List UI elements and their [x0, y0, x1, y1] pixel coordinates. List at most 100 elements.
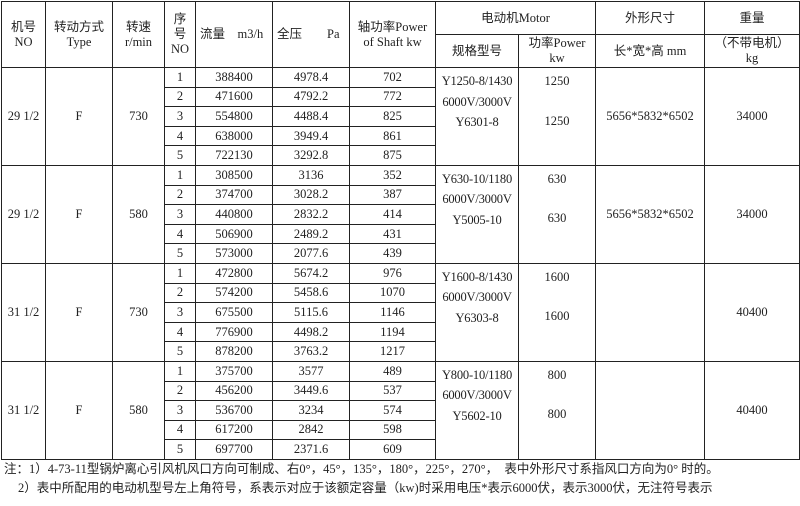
motor-power-value: 800 — [547, 367, 567, 382]
dimensions — [595, 360, 706, 460]
cell-pressure: 4978.4 — [272, 67, 350, 88]
cell-shaft-power: 861 — [349, 125, 436, 147]
cell-shaft-power: 1194 — [349, 321, 436, 343]
speed: 580 — [112, 360, 165, 460]
table-row: 31 1/2 F 730 1 472800 5674.2 976 Y1600-8/1430 60… — [1, 262, 800, 362]
header-weight-sub: （不带电机） kg — [704, 34, 800, 68]
motor-model-line: 6000V/3000V — [442, 94, 512, 109]
table-row: 29 1/2 F 730 1 388400 4978.4 702 Y1250-8/1430 60… — [1, 67, 800, 166]
cell-pressure: 4498.2 — [272, 321, 350, 343]
cell-flow: 374700 — [195, 184, 273, 206]
cell-pressure: 4792.2 — [272, 86, 350, 108]
table-row: 5 573000 2077.6 439 — [2, 243, 800, 264]
cell-flow: 776900 — [195, 321, 273, 343]
cell-pressure: 4488.4 — [272, 106, 350, 127]
fan-no: 29 1/2 — [1, 67, 46, 166]
fan-no: 29 1/2 — [1, 164, 46, 264]
cell-seq: 2 — [164, 282, 196, 304]
motor-model-line: Y1250-8/1430 — [441, 74, 513, 88]
cell-flow: 697700 — [195, 439, 273, 460]
header-size-sub: 长*宽*高 mm — [595, 34, 706, 68]
motor-power-value: 630 — [547, 211, 567, 226]
motor-model-line: Y6303-8 — [455, 310, 499, 325]
table-row: 2 574200 5458.6 1070 — [2, 282, 800, 304]
cell-flow: 878200 — [195, 341, 273, 362]
cell-pressure: 2842 — [272, 419, 350, 441]
header-motor-model: 规格型号 — [435, 34, 519, 68]
table-row: 29 1/2 F 580 1 308500 3136 352 Y630-10/1180 6000… — [1, 164, 800, 264]
cell-pressure: 2489.2 — [272, 223, 350, 245]
header-type: 转动方式 Type — [45, 1, 113, 68]
table-row: 4 506900 2489.2 431 — [2, 223, 800, 245]
table-row: 31 1/2 F 580 1 375700 3577 489 Y800-10/1180 6000… — [1, 360, 800, 460]
weight: 40400 — [704, 360, 800, 460]
cell-flow: 472800 — [195, 262, 273, 284]
cell-shaft-power: 352 — [349, 164, 436, 186]
cell-seq: 1 — [164, 164, 196, 186]
dimensions: 5656*5832*6502 — [595, 164, 706, 264]
header-shaft-power: 轴功率Power of Shaft kw — [349, 1, 436, 68]
motor-power-value: 1600 — [544, 269, 570, 284]
motor-model-line: Y6301-8 — [455, 115, 499, 129]
motor-model-line: Y5005-10 — [452, 212, 502, 227]
cell-seq: 4 — [164, 419, 196, 441]
weight: 34000 — [704, 67, 800, 166]
weight: 40400 — [704, 262, 800, 362]
table-row: 5 878200 3763.2 1217 — [2, 341, 800, 362]
cell-seq: 3 — [164, 204, 196, 225]
cell-pressure: 3763.2 — [272, 341, 350, 362]
cell-flow: 574200 — [195, 282, 273, 304]
cell-flow: 675500 — [195, 302, 273, 323]
cell-pressure: 3577 — [272, 360, 350, 382]
cell-flow: 375700 — [195, 360, 273, 382]
cell-shaft-power: 1146 — [349, 302, 436, 323]
motor-power: 1600 1600 — [517, 262, 597, 362]
cell-seq: 2 — [164, 184, 196, 206]
footnote-1: 注：1）4-73-11型锅炉离心引风机风口方向可制成、右0°，45°，135°，… — [4, 461, 719, 476]
dimensions: 5656*5832*6502 — [595, 67, 706, 166]
motor-model-line: Y1600-8/1430 — [441, 269, 513, 284]
cell-seq: 4 — [164, 125, 196, 147]
cell-pressure: 2371.6 — [272, 439, 350, 460]
cell-flow: 388400 — [195, 67, 273, 88]
cell-shaft-power: 387 — [349, 184, 436, 206]
cell-flow: 308500 — [195, 164, 273, 186]
cell-flow: 554800 — [195, 106, 273, 127]
cell-flow: 471600 — [195, 86, 273, 108]
cell-shaft-power: 1217 — [349, 341, 436, 362]
cell-seq: 1 — [164, 360, 196, 382]
drive-type: F — [45, 360, 113, 460]
weight: 34000 — [704, 164, 800, 264]
table-row: 3 675500 5115.6 1146 — [2, 302, 800, 323]
motor-power: 1250 1250 — [517, 67, 597, 166]
cell-seq: 5 — [164, 439, 196, 460]
header-speed: 转速 r/min — [112, 1, 165, 68]
motor-model-line: 6000V/3000V — [442, 290, 512, 305]
speed: 580 — [112, 164, 165, 264]
motor-model: Y630-10/1180 6000V/3000V Y5005-10 — [435, 164, 519, 264]
table-row: 5 697700 2371.6 609 — [2, 439, 800, 460]
cell-seq: 2 — [164, 86, 196, 108]
header-motor: 电动机Motor — [434, 1, 597, 35]
cell-shaft-power: 431 — [349, 223, 436, 245]
header-motor-power: 功率Power kw — [517, 34, 597, 68]
motor-power-value: 800 — [547, 407, 567, 422]
cell-shaft-power: 489 — [349, 360, 436, 382]
cell-shaft-power: 976 — [349, 262, 436, 284]
cell-shaft-power: 1070 — [349, 282, 436, 304]
cell-seq: 5 — [164, 341, 196, 362]
header-flow: 流量 m3/h — [195, 1, 273, 68]
cell-pressure: 3234 — [272, 400, 350, 421]
footnote-2: 2）表中所配用的电动机型号左上角符号，系表示对应于该额定容量（kw)时采用电压*… — [18, 480, 713, 495]
header-seq: 序号 NO — [164, 1, 196, 68]
cell-pressure: 5674.2 — [272, 262, 350, 284]
cell-seq: 5 — [164, 145, 196, 166]
cell-shaft-power: 598 — [349, 419, 436, 441]
motor-model: Y1600-8/1430 6000V/3000V Y6303-8 — [435, 262, 519, 362]
drive-type: F — [45, 262, 113, 362]
cell-pressure: 3449.6 — [272, 380, 350, 402]
cell-seq: 3 — [164, 302, 196, 323]
cell-shaft-power: 702 — [349, 67, 436, 88]
cell-flow: 536700 — [195, 400, 273, 421]
header-pressure: 全压 Pa — [272, 1, 350, 68]
